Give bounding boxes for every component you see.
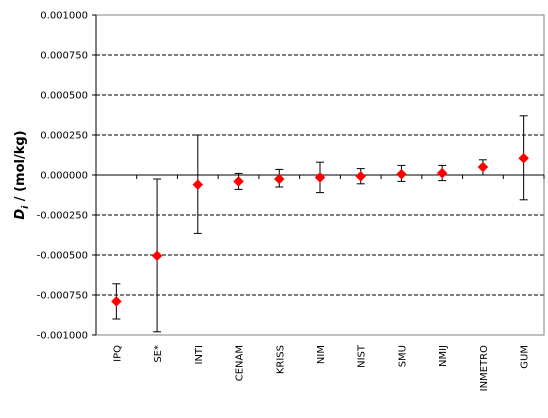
data-point [518, 152, 529, 164]
x-tick-label: GUM [520, 345, 531, 369]
y-tick-label: 0.001000 [40, 11, 88, 22]
y-tick-label: 0.000750 [40, 51, 88, 62]
y-axis-label-subscript: i [21, 205, 31, 209]
x-tick-label: SE* [153, 345, 164, 363]
x-tick-label: CENAM [235, 345, 246, 381]
x-tick-label: INTI [194, 345, 205, 365]
data-points [111, 152, 529, 307]
y-tick-label: 0.000500 [40, 91, 88, 102]
grid-lines [96, 14, 544, 336]
data-point [192, 179, 204, 190]
error-bars [112, 115, 528, 333]
data-point [396, 168, 407, 180]
data-point [233, 176, 244, 187]
data-point [477, 161, 489, 173]
y-tick-label: -0.000250 [37, 211, 88, 222]
x-tick-label: IPQ [112, 345, 123, 362]
x-tick-label: NIM [316, 345, 327, 364]
y-axis-label: Di / (mol/kg) [13, 130, 31, 219]
y-tick-label: 0.000000 [40, 171, 88, 182]
y-axis-label-symbol: D [13, 209, 28, 220]
x-tick-label: INMETRO [479, 345, 490, 391]
data-point [314, 172, 326, 183]
x-tick-label: NMIJ [438, 345, 449, 367]
data-point [111, 296, 122, 307]
y-tick-label: -0.000500 [37, 251, 88, 262]
y-tick-label: -0.001000 [37, 331, 88, 342]
x-tick-label: KRISS [275, 345, 286, 374]
data-point [151, 250, 163, 262]
data-point [273, 173, 285, 185]
y-tick-label: 0.000250 [40, 131, 88, 142]
data-point [355, 170, 367, 182]
x-tick-labels: IPQ SE* INTI CENAM KRISS NIM NIST SMU NMIJ INMETR… [112, 344, 530, 391]
y-tick-label: -0.000750 [37, 291, 88, 302]
data-point [436, 167, 448, 179]
x-tick-label: NIST [357, 344, 368, 368]
y-tick-labels: 0.001000 0.000750 0.000500 0.000250 0.000000… [37, 11, 88, 342]
x-tick-label: SMU [397, 345, 408, 367]
y-axis-label-unit: / (mol/kg) [13, 130, 28, 205]
